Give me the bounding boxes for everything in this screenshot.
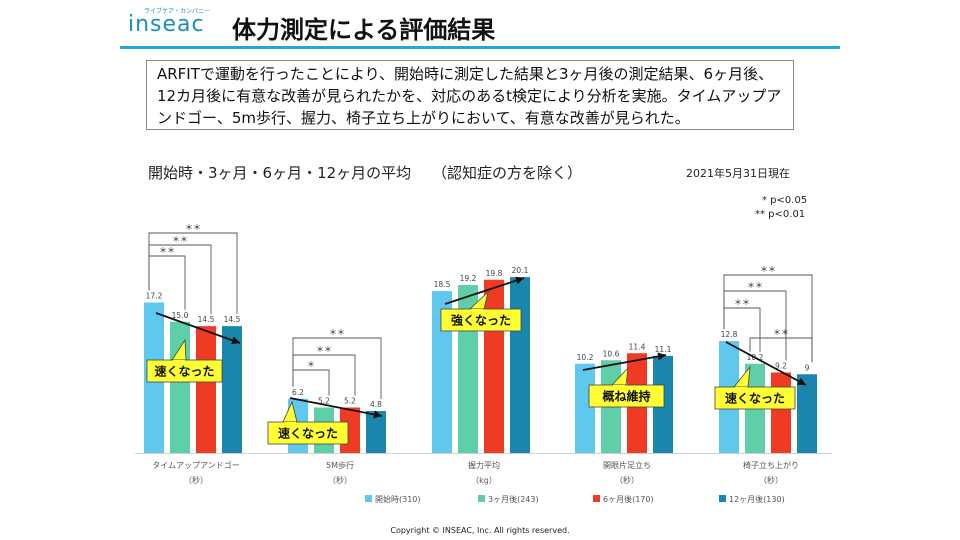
bar — [575, 363, 595, 453]
legend-label: 3ヶ月後(243) — [488, 494, 539, 504]
callout-joint — [471, 309, 483, 311]
bar — [510, 277, 530, 453]
significance-mark: ＊＊ — [773, 328, 789, 337]
trend-arrow — [155, 312, 241, 344]
significance-bracket — [723, 274, 813, 363]
legend-swatch — [478, 495, 485, 502]
significance-mark: ＊＊ — [159, 246, 175, 255]
bar — [771, 372, 791, 453]
bar-value-label: 5.2 — [318, 397, 330, 406]
bar — [484, 279, 504, 453]
trend-arrow-head — [797, 377, 806, 385]
date-label: 2021年5月31日現在 — [686, 167, 790, 180]
significance-mark: ＊＊ — [172, 235, 188, 244]
chart-title: 開始時・3ヶ月・6ヶ月・12ヶ月の平均 — [148, 164, 412, 182]
summary-box: ARFITで運動を行ったことにより、開始時に測定した結果と3ヶ月後の測定結果、6… — [146, 60, 794, 130]
x-tick-unit: （秒） — [615, 475, 639, 485]
callout-box — [588, 384, 665, 408]
trend-arrow-head — [373, 410, 382, 419]
bar-value-label: 15.0 — [172, 311, 189, 320]
trend-arrow-head — [231, 336, 240, 345]
trend-arrow — [725, 341, 807, 386]
significance-mark: ＊＊ — [185, 223, 201, 232]
bar-value-label: 20.1 — [512, 266, 529, 275]
bar-value-label: 19.8 — [486, 269, 503, 278]
significance-p01: ** p<0.01 — [755, 209, 806, 220]
bar-value-label: 17.2 — [146, 292, 163, 301]
legend-label: 6ヶ月後(170) — [603, 494, 654, 504]
bar-value-label: 9.2 — [775, 362, 787, 371]
significance-mark: ＊＊ — [316, 345, 332, 354]
page-title: 体力測定による評価結果 — [232, 16, 496, 44]
trend-arrow-head — [515, 276, 524, 285]
callout-label: 速くなった — [725, 391, 785, 406]
bar-value-label: 9 — [805, 363, 810, 372]
significance-mark: ＊＊ — [734, 298, 750, 307]
significance-p05: * p<0.05 — [762, 195, 808, 206]
x-tick-unit: （kg） — [471, 476, 497, 485]
callout-box — [267, 421, 349, 445]
copyright-footer: Copyright © INSEAC, Inc. All rights rese… — [390, 526, 570, 535]
legend-swatch — [719, 495, 726, 502]
x-tick-label: 椅子立ち上がり — [743, 460, 799, 470]
bar-value-label: 6.2 — [292, 388, 304, 397]
chart-note: （認知症の方を除く） — [432, 164, 583, 182]
callout-label: 強くなった — [451, 313, 511, 328]
callout-label: 速くなった — [154, 364, 214, 379]
x-tick-label: 開眼片足立ち — [603, 460, 651, 470]
significance-bracket — [148, 255, 186, 310]
bar — [432, 291, 452, 453]
bar-value-label: 18.5 — [434, 280, 451, 289]
callout-joint — [613, 385, 625, 387]
callout-joint — [284, 422, 296, 424]
callout-joint — [173, 360, 185, 362]
trend-arrow — [582, 354, 667, 371]
legend-label: 開始時(310) — [375, 494, 421, 504]
bar — [366, 411, 386, 453]
significance-mark: ＊＊ — [747, 281, 763, 290]
logo-tagline: ライブケア・カンパニー — [144, 8, 211, 15]
bar-value-label: 11.4 — [629, 342, 646, 351]
trend-arrow-head — [657, 352, 666, 361]
x-tick-label: 握力平均 — [468, 460, 500, 470]
trend-arrow — [289, 397, 383, 417]
callout-label: 速くなった — [278, 426, 338, 441]
significance-mark: ＊＊ — [329, 328, 345, 337]
significance-bracket — [749, 337, 813, 363]
bar-value-label: 12.8 — [721, 330, 738, 339]
x-tick-label: 5M歩行 — [326, 460, 354, 470]
legend-label: 12ヶ月後(130) — [729, 494, 785, 504]
bar-value-label: 4.8 — [370, 400, 382, 409]
callout-label: 概ね維持 — [602, 389, 650, 404]
bar-value-label: 14.5 — [224, 315, 241, 324]
significance-bracket — [148, 232, 238, 315]
significance-mark: ＊＊ — [760, 265, 776, 274]
legend-swatch — [365, 495, 372, 502]
bar-value-label: 14.5 — [198, 315, 215, 324]
significance-mark: ＊ — [307, 360, 315, 369]
x-tick-unit: （秒） — [328, 475, 352, 485]
bar-value-label: 11.1 — [655, 345, 672, 354]
callout-joint — [735, 387, 747, 389]
x-tick-label: タイムアップアンドゴー — [152, 460, 240, 470]
bar-value-label: 10.2 — [577, 353, 594, 362]
legend-swatch — [593, 495, 600, 502]
trend-arrow — [444, 277, 525, 305]
bar-value-label: 19.2 — [460, 274, 477, 283]
x-tick-unit: （秒） — [759, 475, 783, 485]
bar — [797, 374, 817, 453]
bar — [196, 326, 216, 453]
bar-value-label: 10.6 — [603, 349, 620, 358]
significance-bracket — [292, 337, 382, 399]
bar-value-label: 5.2 — [344, 397, 356, 406]
title-divider — [120, 46, 840, 49]
x-tick-unit: （秒） — [184, 475, 208, 485]
callout-box — [714, 386, 796, 410]
bar — [170, 321, 190, 453]
company-logo: inseac — [128, 12, 205, 37]
bar — [222, 326, 242, 453]
